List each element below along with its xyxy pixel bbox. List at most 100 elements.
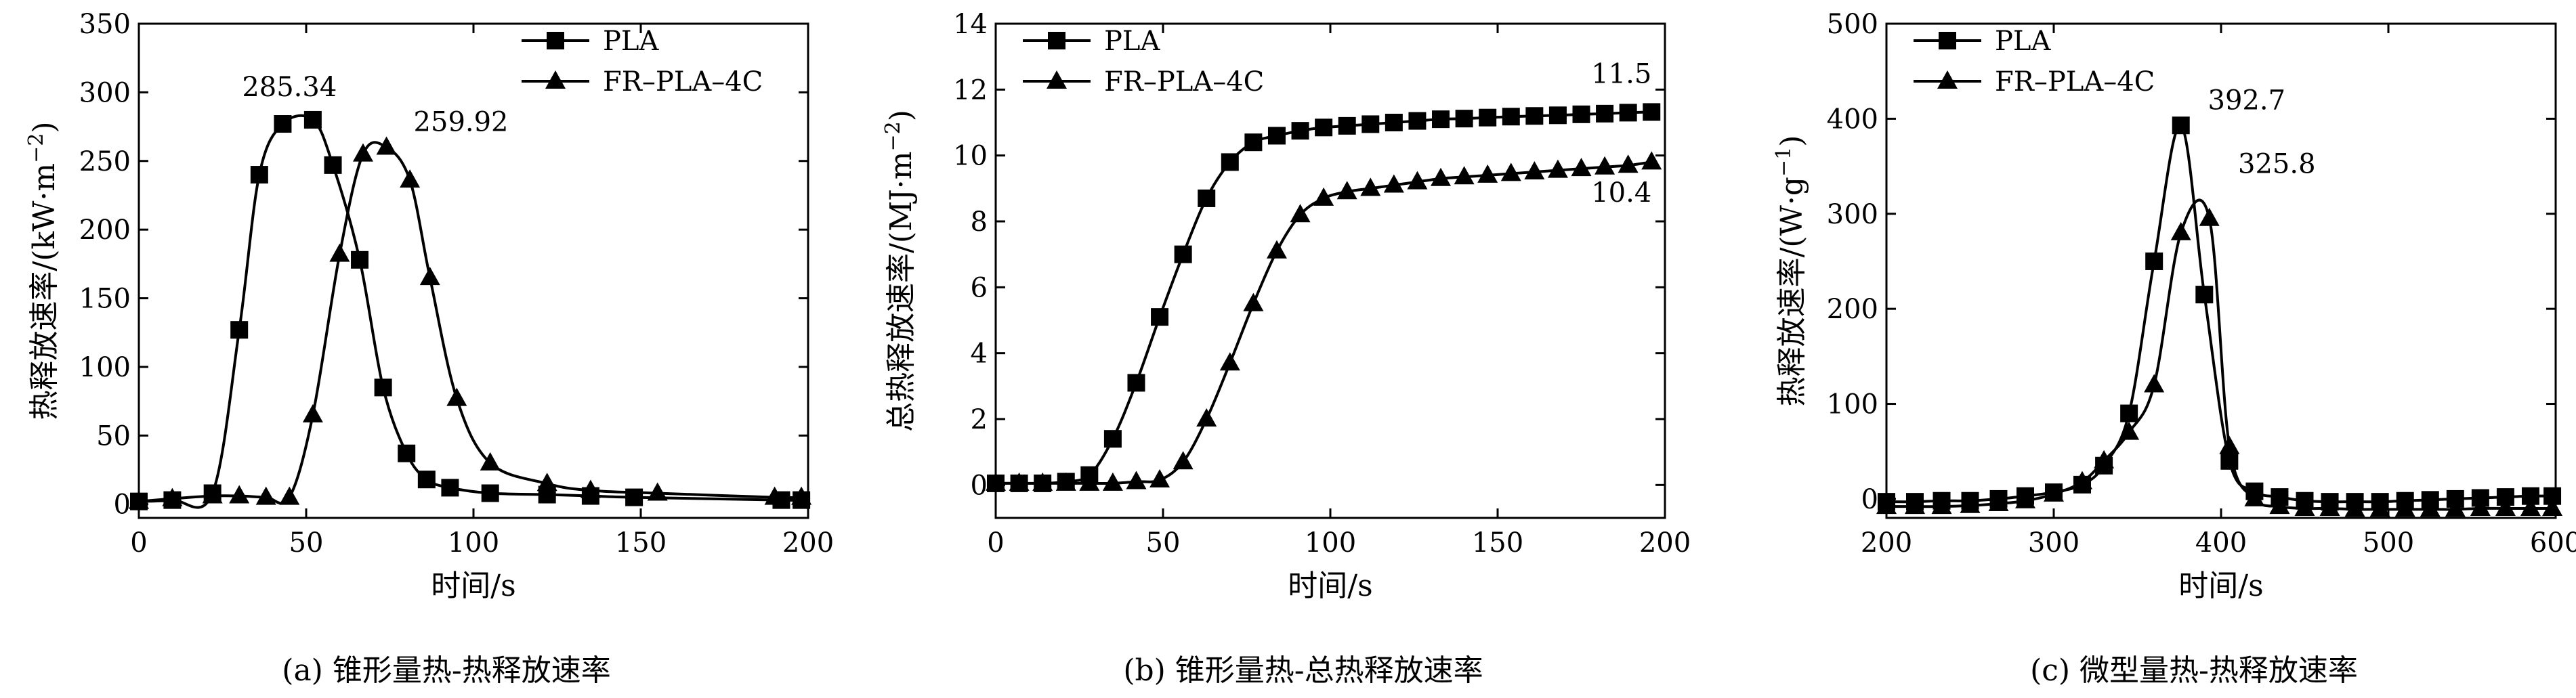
legend-label: PLA: [1995, 26, 2051, 57]
data-point-triangle: [1454, 166, 1475, 185]
data-point-square: [1525, 107, 1544, 125]
data-point-square: [481, 484, 499, 502]
x-tick-label: 50: [289, 527, 324, 559]
y-axis-title-close: ): [884, 110, 919, 121]
data-point-triangle: [1009, 472, 1030, 491]
data-point-square: [2120, 404, 2138, 422]
y-tick-label: 150: [79, 284, 131, 315]
data-point-triangle: [279, 486, 300, 505]
legend-label: FR–PLA–4C: [1104, 66, 1264, 97]
series-1: FR–PLA–4C: [986, 66, 1662, 491]
data-point-triangle: [1477, 164, 1498, 183]
data-point-square: [2172, 116, 2190, 135]
data-point-triangle: [1618, 154, 1639, 173]
legend-marker-square: [547, 32, 564, 49]
y-axis-title-main: 总热释放速率/(MJ·m: [884, 152, 919, 432]
data-point-triangle: [202, 485, 223, 504]
data-point-triangle: [1383, 174, 1404, 193]
legend-marker-square: [1048, 32, 1065, 49]
data-point-triangle: [1243, 292, 1264, 311]
data-point-triangle: [1988, 492, 2009, 511]
data-point-triangle: [2119, 421, 2140, 440]
legend-label: PLA: [1104, 26, 1160, 57]
data-point-triangle: [302, 403, 323, 422]
data-point-square: [398, 444, 416, 462]
x-tick-label: 50: [1146, 527, 1181, 559]
data-point-square: [1291, 122, 1309, 140]
data-point-triangle: [2244, 487, 2265, 506]
legend-marker-triangle: [1047, 70, 1067, 89]
data-point-square: [1338, 116, 1356, 135]
data-point-triangle: [2369, 498, 2390, 517]
data-label: 11.5: [1591, 59, 1651, 90]
data-label: 392.7: [2208, 85, 2286, 116]
plot-frame: [138, 22, 809, 519]
data-point-triangle: [580, 479, 601, 498]
x-axis-title: 时间/s: [1288, 569, 1372, 603]
data-point-square: [417, 471, 436, 489]
chart-c: 200 300 400 500 600 0 100 200 300 400 500 时间/s 热释放速率…: [1772, 9, 2576, 688]
data-point-triangle: [2094, 450, 2115, 468]
data-point-triangle: [446, 387, 467, 406]
data-point-triangle: [2071, 471, 2092, 489]
legend-marker-triangle: [1937, 70, 1958, 89]
data-point-triangle: [2294, 497, 2315, 516]
series-1: FR–PLA–4C: [129, 66, 812, 509]
data-point-triangle: [1641, 151, 1662, 170]
data-point-triangle: [986, 472, 1006, 491]
data-point-triangle: [1524, 161, 1545, 179]
x-tick-label: 0: [987, 527, 1004, 559]
data-point-square: [230, 321, 249, 339]
data-point-triangle: [1032, 472, 1053, 491]
series-line: [138, 114, 803, 509]
data-point-triangle: [1126, 471, 1147, 489]
series-line: [1886, 198, 2553, 511]
data-point-triangle: [2015, 489, 2036, 508]
y-tick-label: 8: [971, 206, 988, 238]
y-tick-label: 350: [79, 9, 131, 40]
data-point-triangle: [764, 486, 785, 505]
data-point-triangle: [1336, 181, 1357, 200]
data-point-triangle: [1266, 240, 1287, 259]
y-tick-label: 100: [1827, 389, 1878, 420]
data-point-triangle: [1876, 496, 1897, 515]
legend-label: FR–PLA–4C: [603, 66, 763, 97]
data-point-square: [2220, 452, 2239, 470]
data-point-triangle: [1173, 451, 1194, 470]
data-point-square: [1572, 105, 1590, 123]
x-tick-label: 200: [1639, 527, 1691, 559]
data-point-triangle: [791, 486, 812, 505]
x-axis-title: 时间/s: [431, 569, 515, 603]
data-point-square: [1127, 374, 1145, 392]
y-tick-label: 100: [79, 352, 131, 383]
data-point-triangle: [1595, 156, 1616, 175]
data-point-triangle: [1313, 187, 1334, 206]
data-point-triangle: [2044, 483, 2064, 502]
data-point-square: [1548, 106, 1567, 125]
data-point-triangle: [1290, 204, 1311, 223]
data-point-square: [1479, 108, 1497, 127]
data-point-triangle: [2542, 497, 2563, 516]
x-tick-label: 150: [1472, 527, 1523, 559]
data-point-triangle: [1102, 472, 1123, 491]
x-axis-title: 时间/s: [2178, 569, 2263, 603]
plot-frame: [994, 22, 1666, 519]
y-tick-label: 200: [1827, 294, 1878, 325]
data-point-triangle: [2269, 496, 2290, 515]
series-0: PLA: [130, 26, 811, 510]
data-point-square: [1151, 308, 1169, 326]
data-point-triangle: [255, 486, 276, 505]
data-point-triangle: [329, 243, 350, 262]
data-point-square: [351, 250, 369, 269]
data-point-square: [1315, 118, 1333, 137]
x-tick-label: 200: [1861, 527, 1912, 559]
data-point-triangle: [229, 485, 250, 504]
y-tick-label: 400: [1827, 104, 1878, 135]
x-tick-label: 100: [448, 527, 499, 559]
data-point-triangle: [1960, 494, 1981, 513]
data-label: 325.8: [2238, 149, 2316, 180]
data-point-square: [324, 156, 342, 174]
panel-caption: (c) 微型量热-热释放速率: [2030, 653, 2358, 688]
y-tick-label: 2: [971, 404, 988, 435]
series-line: [996, 160, 1652, 485]
